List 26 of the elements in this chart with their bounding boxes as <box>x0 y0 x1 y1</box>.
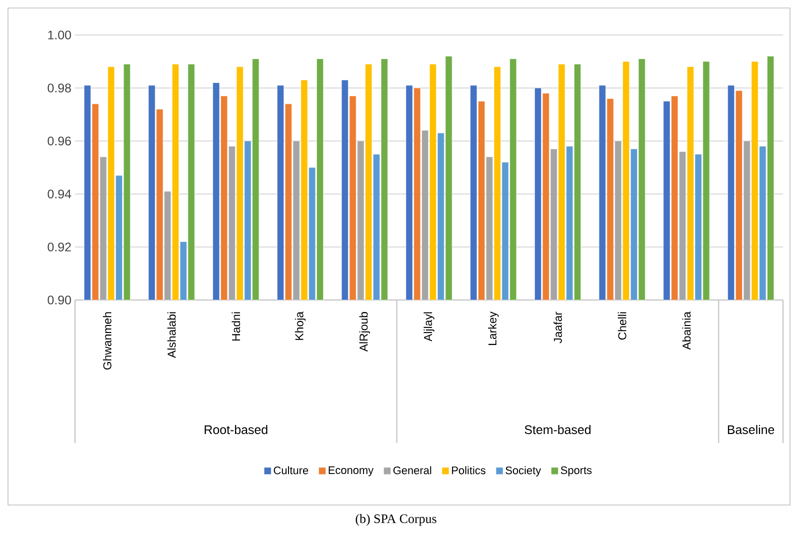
y-tick-label: 0.92 <box>48 242 71 252</box>
x-tick-label: Aljlayl <box>424 312 434 342</box>
x-tick-label: Khoja <box>294 312 306 340</box>
text: Stem-based <box>524 424 590 434</box>
y-tick-label: 0.98 <box>48 84 71 92</box>
y-tick-label: 0.96 <box>48 136 71 146</box>
text: (b) SPA Corpus <box>356 514 436 526</box>
x-tick-label: AlRjoub <box>359 312 370 352</box>
x-tick-label: Jaafar <box>554 312 562 344</box>
legend-label: Sports <box>560 466 592 476</box>
x-tick-label: Alshalabi <box>167 312 176 358</box>
y-tick-label: 1.00 <box>48 30 71 40</box>
legend-label: General <box>393 466 432 474</box>
x-tick-label: Ghwanmeh <box>102 312 112 370</box>
legend-label: Culture <box>274 466 308 474</box>
legend-label: Economy <box>328 466 374 476</box>
x-tick-label: Larkey <box>488 312 499 345</box>
y-tick-label: 0.90 <box>48 296 71 304</box>
text: Root-based <box>204 424 268 434</box>
x-tick-label: Chelli <box>618 312 626 340</box>
text: Baseline <box>728 424 774 434</box>
y-tick-label: 0.94 <box>48 190 72 198</box>
legend-label: Society <box>506 466 542 476</box>
legend-label: Politics <box>452 466 486 474</box>
x-tick-label: Hadni <box>232 312 240 341</box>
x-tick-label: Abainia <box>682 312 691 350</box>
